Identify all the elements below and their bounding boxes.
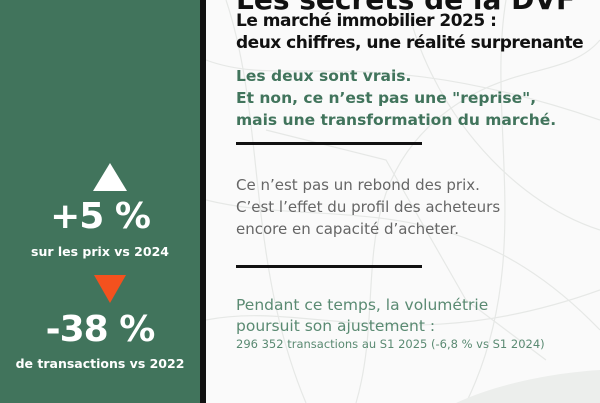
volume-line: Pendant ce temps, la volumétrie — [236, 296, 489, 314]
price-stat-value: +5 % — [50, 196, 151, 237]
triangle-up-icon — [93, 163, 127, 191]
volume-line: poursuit son ajustement : — [236, 317, 436, 335]
intro-line: Et non, ce n’est pas une "reprise", — [236, 89, 537, 107]
intro-line: mais une transformation du marché. — [236, 111, 557, 129]
intro-line: Les deux sont vrais. — [236, 67, 412, 85]
explanation-line: C’est l’effet du profil des acheteurs — [236, 198, 501, 216]
subtitle-line: deux chiffres, une réalité surprenante — [236, 33, 584, 53]
map-background — [206, 0, 600, 403]
divider — [236, 142, 422, 145]
triangle-down-icon — [94, 275, 126, 303]
stats-panel: +5 % sur les prix vs 2024 -38 % de trans… — [0, 0, 200, 403]
divider-stripe — [200, 0, 206, 403]
transactions-stat-caption: de transactions vs 2022 — [15, 356, 185, 371]
subtitle-line: Le marché immobilier 2025 : — [236, 11, 497, 31]
page-title: Les secrets de la DVF — [236, 0, 575, 16]
explanation-line: encore en capacité d’acheter. — [236, 220, 460, 238]
price-stat-caption: sur les prix vs 2024 — [31, 244, 169, 259]
divider — [236, 265, 422, 268]
transactions-stat-value: -38 % — [45, 309, 156, 350]
volume-detail: 296 352 transactions au S1 2025 (-6,8 % … — [236, 337, 545, 351]
explanation-line: Ce n’est pas un rebond des prix. — [236, 176, 480, 194]
